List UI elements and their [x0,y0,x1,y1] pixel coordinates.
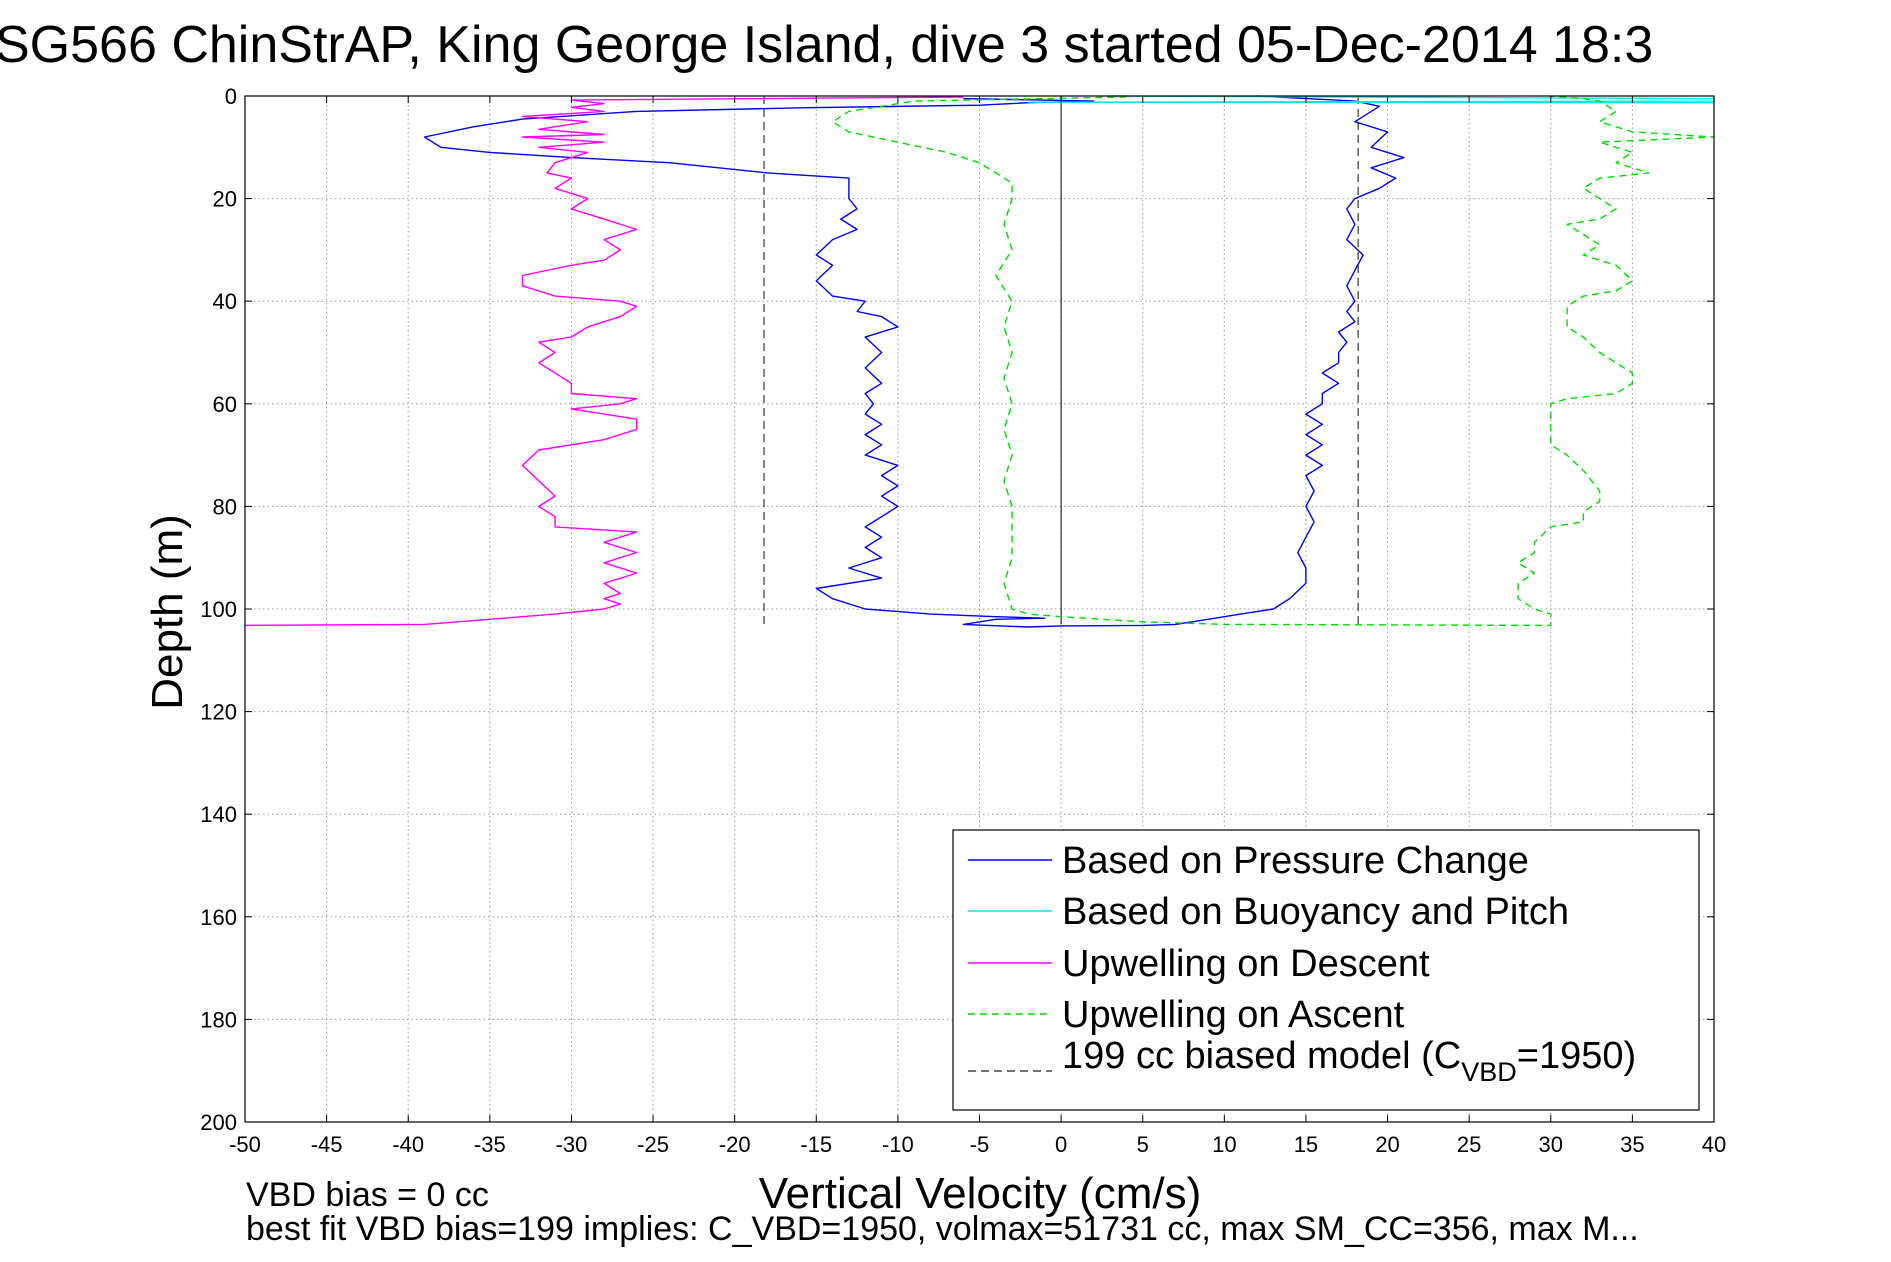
legend-label-model: 199 cc biased model (CVBD=1950) [1062,1035,1636,1087]
series-line-2 [244,96,964,627]
y-tick-label: 20 [213,187,237,212]
legend-model-suffix: =1950) [1517,1035,1636,1077]
x-tick-label: -15 [800,1132,832,1157]
footnote-vbd-bias: VBD bias = 0 cc [246,1176,489,1214]
legend-label-buoyancy: Based on Buoyancy and Pitch [1062,891,1569,933]
legend-label-descent: Upwelling on Descent [1062,943,1430,985]
legend: Based on Pressure Change Based on Buoyan… [952,829,1700,1111]
x-tick-label: 30 [1539,1132,1563,1157]
y-tick-label: 200 [200,1110,237,1135]
legend-model-prefix: 199 cc biased model (C [1062,1035,1461,1077]
y-tick-label: 40 [213,289,237,314]
series-line-3 [831,95,1715,627]
x-tick-label: -50 [229,1132,261,1157]
x-tick-label: 5 [1137,1132,1149,1157]
x-tick-label: -35 [474,1132,506,1157]
x-tick-label: 0 [1055,1132,1067,1157]
x-tick-label: 20 [1375,1132,1399,1157]
legend-label-pressure: Based on Pressure Change [1062,840,1529,882]
y-tick-label: 120 [200,700,237,725]
x-tick-label: -40 [392,1132,424,1157]
y-tick-label: 140 [200,802,237,827]
x-tick-label: 35 [1620,1132,1644,1157]
legend-box [952,829,1700,1111]
x-tick-label: 40 [1702,1132,1726,1157]
y-tick-label: 160 [200,905,237,930]
x-axis-label: Vertical Velocity (cm/s) [759,1169,1202,1218]
legend-model-subscript: VBD [1461,1057,1517,1087]
y-tick-labels: 0 20 40 60 80 100 120 140 160 180 200 [200,84,1714,1135]
x-tick-labels: -50 -45 -40 -35 -30 -25 -20 -15 -10 -5 0 5 10 15 20 25 3… [229,96,1726,1157]
y-tick-label: 60 [213,392,237,417]
footnote-best-fit: best fit VBD bias=199 implies: C_VBD=195… [246,1210,1639,1248]
y-tick-label: 80 [213,494,237,519]
x-tick-label: -5 [970,1132,990,1157]
y-tick-label: 100 [200,597,237,622]
x-tick-label: 10 [1212,1132,1236,1157]
x-tick-label: -10 [882,1132,914,1157]
x-tick-label: -25 [637,1132,669,1157]
x-tick-label: 15 [1294,1132,1318,1157]
x-tick-label: -20 [719,1132,751,1157]
legend-label-ascent: Upwelling on Ascent [1062,994,1405,1036]
x-tick-label: -30 [556,1132,588,1157]
chart-title: SG566 ChinStrAP, King George Island, div… [0,16,1653,74]
x-tick-label: 25 [1457,1132,1481,1157]
x-tick-label: -45 [311,1132,343,1157]
series-line-0 [423,95,1405,628]
y-tick-label: 0 [225,84,237,109]
biased-model-lines [763,96,1359,625]
y-axis-label: Depth (m) [143,514,192,710]
y-tick-label: 180 [200,1007,237,1032]
